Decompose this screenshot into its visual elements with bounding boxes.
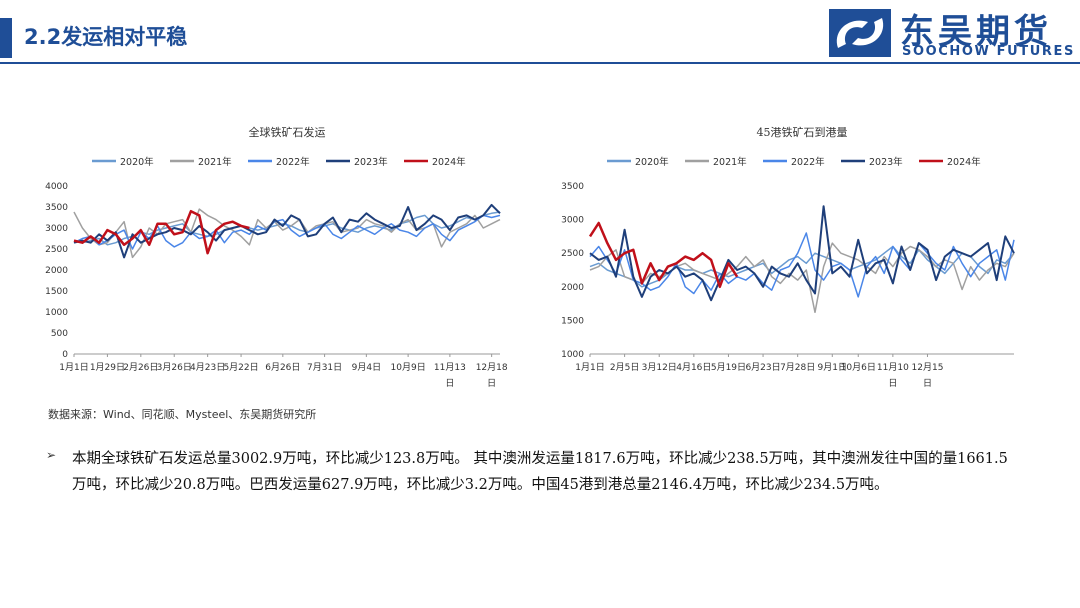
soochow-logo-icon (829, 9, 891, 57)
series-line-2024年 (73, 209, 250, 255)
x-tick-label: 2月5日 (610, 362, 639, 373)
x-tick-label: 1月29日 (90, 362, 125, 373)
y-tick-label: 1500 (45, 287, 68, 297)
legend-label: 2024年 (947, 156, 981, 168)
x-tick-label: 5月22日 (223, 362, 258, 373)
summary-text: 本期全球铁矿石发运总量3002.9万吨，环比减少123.8万吨。 其中澳洲发运量… (72, 451, 1008, 493)
header-bar: 2.2发运相对平稳 东吴期货 SOOCHOW FUTURES (0, 0, 1080, 70)
legend-label: 2022年 (791, 156, 825, 168)
y-tick-label: 3000 (45, 224, 68, 234)
page-title: 2.2发运相对平稳 (24, 25, 188, 49)
title-accent-bar (0, 18, 12, 58)
y-tick-label: 3500 (45, 203, 68, 213)
y-tick-label: 4000 (45, 182, 68, 192)
legend-label: 2023年 (354, 156, 388, 168)
x-tick-label: 9月1日 (818, 362, 847, 373)
y-tick-label: 2000 (561, 283, 584, 293)
x-tick-label: 11月13 (434, 362, 466, 373)
x-tick-label: 3月26日 (157, 362, 192, 373)
series-line-2023年 (589, 205, 1015, 302)
logo-chinese-name: 东吴期货 (900, 12, 1052, 52)
chart-title: 全球铁矿石发运 (249, 125, 326, 139)
header-divider (0, 62, 1080, 64)
x-tick-label: 4月16日 (676, 362, 711, 373)
x-tick-label: 5月19日 (711, 362, 746, 373)
legend-label: 2022年 (276, 156, 310, 168)
x-tick-label: 10月9日 (391, 362, 426, 373)
chart-global-shipments-svg: 全球铁矿石发运 2020年 2021年 2022年 2023年 2024年 0 500 1000… (45, 125, 508, 389)
x-tick-label: 1月1日 (575, 362, 604, 373)
x-tick-label: 12月15 (912, 362, 944, 373)
x-tick-label: 11月10 (877, 362, 909, 373)
chart-global-shipments: 全球铁矿石发运 2020年 2021年 2022年 2023年 2024年 0 500 1000… (40, 118, 510, 390)
x-tick-label: 4月23日 (190, 362, 225, 373)
x-tick-label: 日 (487, 378, 496, 389)
x-tick-label: 日 (445, 378, 454, 389)
x-tick-label: 2月26日 (123, 362, 158, 373)
y-tick-label: 2500 (561, 249, 584, 259)
chart-45-ports-arrivals: 45港铁矿石到港量 2020年 2021年 2022年 2023年 2024年 1000 15… (550, 118, 1028, 390)
y-tick-label: 3000 (561, 216, 584, 226)
legend-label: 2020年 (120, 156, 154, 168)
legend-label: 2021年 (713, 156, 747, 168)
legend-label: 2021年 (198, 156, 232, 168)
y-tick-label: 2000 (45, 266, 68, 276)
y-tick-label: 1000 (561, 350, 584, 360)
x-tick-label: 日 (888, 378, 897, 389)
x-tick-label: 3月12日 (642, 362, 677, 373)
x-tick-label: 12月18 (476, 362, 508, 373)
x-tick-label: 6月26日 (265, 362, 300, 373)
legend-label: 2023年 (869, 156, 903, 168)
arrow-bullet-icon: ➢ (46, 448, 57, 462)
series-line-2024年 (588, 221, 739, 289)
logo-english-name: SOOCHOW FUTURES (902, 44, 1075, 59)
legend-label: 2020年 (635, 156, 669, 168)
chart-45-ports-arrivals-svg: 45港铁矿石到港量 2020年 2021年 2022年 2023年 2024年 1000 15… (561, 126, 1015, 389)
y-tick-label: 0 (62, 350, 68, 360)
data-source-note: 数据来源：Wind、同花顺、Mysteel、东吴期货研究所 (48, 408, 317, 421)
series-line-2022年 (589, 232, 1015, 298)
y-tick-label: 500 (51, 329, 68, 339)
y-tick-label: 1000 (45, 308, 68, 318)
x-tick-label: 6月23日 (745, 362, 780, 373)
y-tick-label: 1500 (561, 316, 584, 326)
x-tick-label: 10月6日 (841, 362, 876, 373)
y-tick-label: 2500 (45, 245, 68, 255)
x-tick-label: 日 (923, 378, 932, 389)
x-tick-label: 9月4日 (352, 362, 381, 373)
company-logo: 东吴期货 SOOCHOW FUTURES (828, 6, 1074, 60)
x-tick-label: 7月28日 (780, 362, 815, 373)
x-tick-label: 7月31日 (307, 362, 342, 373)
x-tick-label: 1月1日 (59, 362, 88, 373)
chart-title: 45港铁矿石到港量 (757, 126, 848, 139)
y-tick-label: 3500 (561, 182, 584, 192)
series-line-2023年 (73, 203, 501, 259)
legend-label: 2024年 (432, 156, 466, 168)
